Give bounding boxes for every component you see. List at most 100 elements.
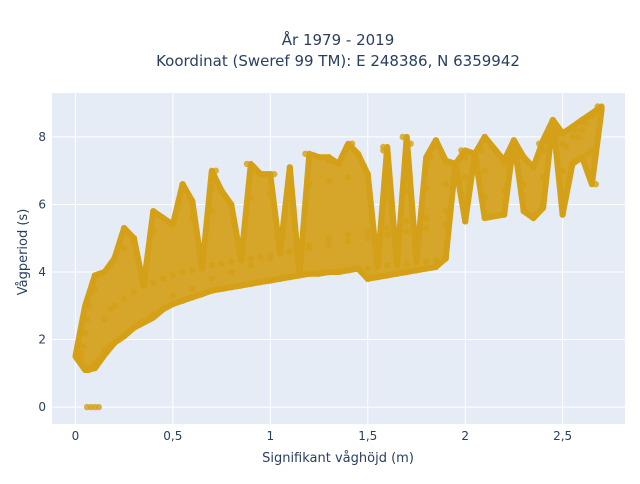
scatter-point: [124, 329, 132, 336]
scatter-point: [276, 275, 284, 282]
scatter-point: [569, 133, 576, 141]
scatter-point: [520, 181, 527, 188]
scatter-point: [101, 316, 108, 323]
scatter-point: [354, 265, 362, 272]
scatter-point: [594, 103, 601, 110]
scatter-point: [578, 154, 586, 161]
scatter-point: [413, 267, 420, 274]
scatter-point: [140, 282, 147, 289]
scatter-point: [539, 147, 547, 154]
scatter-point: [569, 123, 576, 130]
scatter-point: [403, 187, 410, 195]
scatter-point: [296, 272, 303, 279]
scatter-point: [335, 160, 342, 168]
scatter-point: [302, 150, 309, 157]
scatter-point: [384, 194, 391, 201]
scatter-point: [169, 221, 176, 228]
scatter-point: [559, 201, 566, 208]
scatter-point: [111, 255, 118, 262]
scatter-point: [325, 268, 332, 276]
scatter-point: [247, 194, 254, 201]
scatter-point: [403, 164, 410, 171]
x-tick-label: 0,5: [163, 429, 182, 443]
scatter-point: [120, 295, 128, 303]
scatter-point: [384, 262, 391, 269]
scatter-point: [403, 228, 410, 235]
data-points: [76, 103, 601, 411]
scatter-point: [179, 268, 186, 276]
scatter-point: [399, 133, 406, 141]
scatter-point: [189, 197, 196, 205]
scatter-point: [315, 154, 323, 161]
scatter-point: [543, 137, 551, 144]
scatter-point: [578, 127, 586, 134]
scatter-point: [432, 263, 440, 271]
scatter-point: [423, 224, 430, 232]
y-tick-label: 2: [38, 333, 46, 347]
scatter-point: [208, 184, 215, 191]
scatter-point: [584, 150, 592, 157]
scatter-point: [520, 208, 527, 215]
scatter-point: [189, 267, 196, 274]
scatter-point: [578, 116, 586, 124]
scatter-point: [442, 157, 449, 164]
scatter-point: [325, 241, 332, 249]
scatter-point: [140, 317, 147, 325]
scatter-point: [530, 164, 537, 171]
scatter-point: [120, 224, 128, 232]
scatter-point: [169, 272, 176, 279]
scatter-point: [559, 211, 566, 218]
scatter-point: [218, 285, 225, 293]
y-axis-title: Vågperiod (s): [16, 209, 31, 296]
scatter-point: [189, 214, 196, 222]
scatter-point: [228, 201, 235, 208]
scatter-point: [179, 181, 186, 188]
scatter-point: [83, 316, 91, 323]
scatter-point: [81, 329, 89, 336]
scatter-point: [555, 130, 562, 137]
scatter-point: [306, 181, 313, 188]
scatter-point: [364, 235, 371, 242]
scatter-point: [481, 194, 488, 201]
scatter-point: [458, 147, 465, 154]
scatter-point: [228, 268, 235, 276]
x-tick-labels: 0 0,5 1 1,5 2 2,5: [72, 429, 573, 443]
scatter-point: [91, 272, 99, 279]
scatter-point: [501, 187, 508, 195]
scatter-point: [198, 265, 206, 272]
scatter-point: [130, 324, 138, 331]
scatter-point: [423, 214, 430, 222]
scatter-point: [462, 218, 469, 225]
scatter-point: [179, 297, 186, 304]
scatter-point: [325, 154, 332, 161]
scatter-point: [99, 351, 106, 358]
scatter-point: [115, 336, 122, 343]
scatter-point: [78, 356, 85, 363]
scatter-point: [384, 224, 391, 232]
scatter-point: [105, 343, 112, 350]
scatter-point: [364, 170, 371, 178]
scatter-point: [442, 181, 449, 188]
scatter-point: [91, 285, 99, 293]
scatter-point: [563, 143, 570, 151]
x-tick-label: 1: [266, 429, 274, 443]
scatter-point: [423, 160, 430, 168]
scatter-point: [95, 403, 103, 411]
scatter-point: [423, 184, 430, 191]
scatter-point: [348, 140, 356, 147]
scatter-point: [481, 214, 488, 222]
x-tick-label: 2,5: [553, 429, 572, 443]
scatter-point: [169, 300, 176, 308]
scatter-point: [442, 221, 449, 228]
scatter-point: [315, 270, 323, 277]
scatter-point: [80, 343, 87, 350]
scatter-point: [243, 160, 251, 168]
scatter-point: [413, 258, 420, 266]
scatter-point: [208, 208, 215, 215]
scatter-point: [286, 164, 293, 171]
scatter-point: [267, 170, 274, 178]
x-axis-title: Signifikant våghöjd (m): [262, 451, 414, 466]
scatter-point: [325, 177, 332, 184]
scatter-point: [442, 208, 449, 215]
